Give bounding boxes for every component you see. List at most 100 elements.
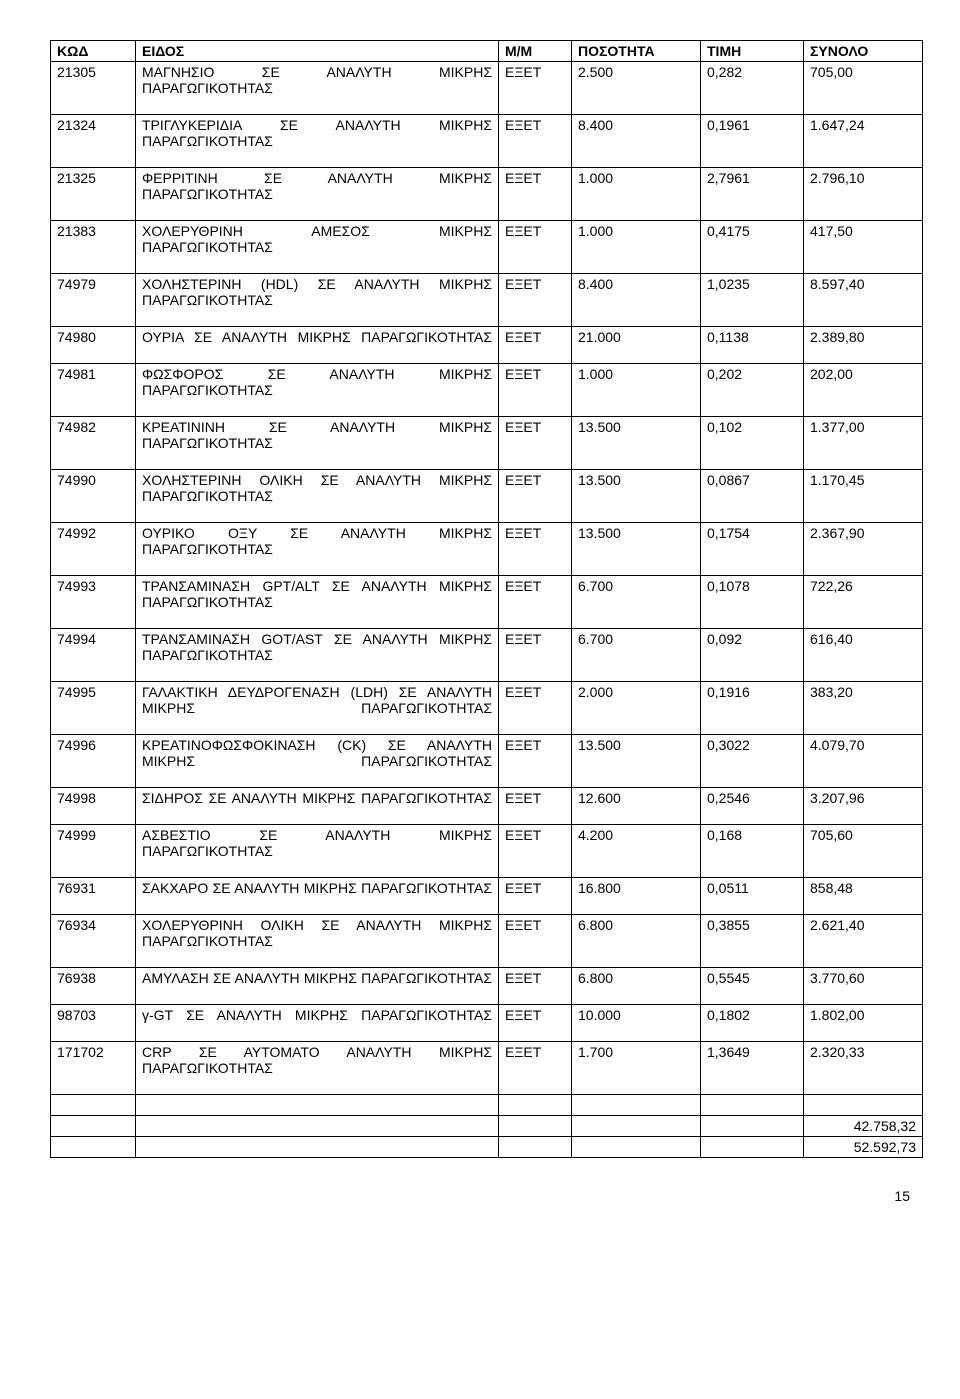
cell-code: 74979 bbox=[51, 274, 136, 327]
cell-qty: 13.500 bbox=[572, 735, 701, 788]
cell-code: 74994 bbox=[51, 629, 136, 682]
cell-qty: 2.000 bbox=[572, 682, 701, 735]
header-price: ΤΙΜΗ bbox=[701, 41, 804, 62]
cell-code: 74998 bbox=[51, 788, 136, 825]
cell-price: 0,1961 bbox=[701, 115, 804, 168]
cell-price: 1,3649 bbox=[701, 1042, 804, 1095]
cell-desc: ΟΥΡΙΚΟ ΟΞΥ ΣΕ ΑΝΑΛΥΤΗ ΜΙΚΡΗΣ ΠΑΡΑΓΩΓΙΚΟΤ… bbox=[136, 523, 499, 576]
cell-desc: ΤΡΙΓΛΥΚΕΡΙΔΙΑ ΣΕ ΑΝΑΛΥΤΗ ΜΙΚΡΗΣ ΠΑΡΑΓΩΓΙ… bbox=[136, 115, 499, 168]
table-row: 74993ΤΡΑΝΣΑΜΙΝΑΣΗ GPT/ALT ΣΕ ΑΝΑΛΥΤΗ ΜΙΚ… bbox=[51, 576, 923, 629]
cell-unit: ΕΞΕΤ bbox=[499, 576, 572, 629]
cell-qty: 8.400 bbox=[572, 274, 701, 327]
cell-code: 74980 bbox=[51, 327, 136, 364]
cell-total: 2.367,90 bbox=[804, 523, 923, 576]
cell-code: 76938 bbox=[51, 968, 136, 1005]
cell-total: 705,00 bbox=[804, 62, 923, 115]
cell-desc: ΓΑΛΑΚΤΙΚΗ ΔΕΥΔΡΟΓΕΝΑΣΗ (LDH) ΣΕ ΑΝΑΛΥΤΗ … bbox=[136, 682, 499, 735]
cell-code: 74992 bbox=[51, 523, 136, 576]
cell-code: 74999 bbox=[51, 825, 136, 878]
header-desc: ΕΙΔΟΣ bbox=[136, 41, 499, 62]
table-row: 74980ΟΥΡΙΑ ΣΕ ΑΝΑΛΥΤΗ ΜΙΚΡΗΣ ΠΑΡΑΓΩΓΙΚΟΤ… bbox=[51, 327, 923, 364]
cell-unit: ΕΞΕΤ bbox=[499, 1005, 572, 1042]
table-row: 21324ΤΡΙΓΛΥΚΕΡΙΔΙΑ ΣΕ ΑΝΑΛΥΤΗ ΜΙΚΡΗΣ ΠΑΡ… bbox=[51, 115, 923, 168]
cell-code: 74990 bbox=[51, 470, 136, 523]
table-row-empty bbox=[51, 1095, 923, 1116]
cell-unit: ΕΞΕΤ bbox=[499, 1042, 572, 1095]
table-row: 74979ΧΟΛΗΣΤΕΡΙΝΗ (HDL) ΣΕ ΑΝΑΛΥΤΗ ΜΙΚΡΗΣ… bbox=[51, 274, 923, 327]
table-row: 74982ΚΡΕΑΤΙΝΙΝΗ ΣΕ ΑΝΑΛΥΤΗ ΜΙΚΡΗΣ ΠΑΡΑΓΩ… bbox=[51, 417, 923, 470]
cell-code: 74981 bbox=[51, 364, 136, 417]
header-unit: Μ/Μ bbox=[499, 41, 572, 62]
table-row: 21325ΦΕΡΡΙΤΙΝΗ ΣΕ ΑΝΑΛΥΤΗ ΜΙΚΡΗΣ ΠΑΡΑΓΩΓ… bbox=[51, 168, 923, 221]
cell-desc: ΣΑΚΧΑΡΟ ΣΕ ΑΝΑΛΥΤΗ ΜΙΚΡΗΣ ΠΑΡΑΓΩΓΙΚΟΤΗΤΑ… bbox=[136, 878, 499, 915]
cell-price: 2,7961 bbox=[701, 168, 804, 221]
cell-total: 2.621,40 bbox=[804, 915, 923, 968]
footer-total: 42.758,32 bbox=[804, 1116, 923, 1137]
cell-unit: ΕΞΕΤ bbox=[499, 327, 572, 364]
header-row: ΚΩΔ ΕΙΔΟΣ Μ/Μ ΠΟΣΟΤΗΤΑ ΤΙΜΗ ΣΥΝΟΛΟ bbox=[51, 41, 923, 62]
cell-total: 1.377,00 bbox=[804, 417, 923, 470]
cell-total: 4.079,70 bbox=[804, 735, 923, 788]
cell-total: 3.207,96 bbox=[804, 788, 923, 825]
cell-total: 705,60 bbox=[804, 825, 923, 878]
cell-price: 0,102 bbox=[701, 417, 804, 470]
cell-qty: 16.800 bbox=[572, 878, 701, 915]
table-row: 21383ΧΟΛΕΡΥΘΡΙΝΗ ΑΜΕΣΟΣ ΜΙΚΡΗΣ ΠΑΡΑΓΩΓΙΚ… bbox=[51, 221, 923, 274]
cell-total: 8.597,40 bbox=[804, 274, 923, 327]
table-row: 76931ΣΑΚΧΑΡΟ ΣΕ ΑΝΑΛΥΤΗ ΜΙΚΡΗΣ ΠΑΡΑΓΩΓΙΚ… bbox=[51, 878, 923, 915]
cell-price: 0,0867 bbox=[701, 470, 804, 523]
cell-code: 98703 bbox=[51, 1005, 136, 1042]
cell-price: 0,202 bbox=[701, 364, 804, 417]
cell-desc: ΤΡΑΝΣΑΜΙΝΑΣΗ GPT/ALT ΣΕ ΑΝΑΛΥΤΗ ΜΙΚΡΗΣ Π… bbox=[136, 576, 499, 629]
cell-total: 3.770,60 bbox=[804, 968, 923, 1005]
cell-qty: 10.000 bbox=[572, 1005, 701, 1042]
cell-price: 0,1754 bbox=[701, 523, 804, 576]
cell-qty: 13.500 bbox=[572, 523, 701, 576]
cell-desc: ΧΟΛΕΡΥΘΡΙΝΗ ΑΜΕΣΟΣ ΜΙΚΡΗΣ ΠΑΡΑΓΩΓΙΚΟΤΗΤΑ… bbox=[136, 221, 499, 274]
cell-unit: ΕΞΕΤ bbox=[499, 825, 572, 878]
cell-desc: ΦΩΣΦΟΡΟΣ ΣΕ ΑΝΑΛΥΤΗ ΜΙΚΡΗΣ ΠΑΡΑΓΩΓΙΚΟΤΗΤ… bbox=[136, 364, 499, 417]
table-row: 74994ΤΡΑΝΣΑΜΙΝΑΣΗ GOT/AST ΣΕ ΑΝΑΛΥΤΗ ΜΙΚ… bbox=[51, 629, 923, 682]
cell-desc: ΧΟΛΗΣΤΕΡΙΝΗ ΟΛΙΚΗ ΣΕ ΑΝΑΛΥΤΗ ΜΙΚΡΗΣ ΠΑΡΑ… bbox=[136, 470, 499, 523]
cell-total: 2.796,10 bbox=[804, 168, 923, 221]
cell-total: 616,40 bbox=[804, 629, 923, 682]
cell-qty: 8.400 bbox=[572, 115, 701, 168]
cell-qty: 13.500 bbox=[572, 417, 701, 470]
cell-price: 0,3855 bbox=[701, 915, 804, 968]
cell-unit: ΕΞΕΤ bbox=[499, 470, 572, 523]
cell-desc: CRP ΣΕ ΑΥΤΟΜΑΤΟ ΑΝΑΛΥΤΗ ΜΙΚΡΗΣ ΠΑΡΑΓΩΓΙΚ… bbox=[136, 1042, 499, 1095]
cell-code: 74996 bbox=[51, 735, 136, 788]
cell-total: 1.647,24 bbox=[804, 115, 923, 168]
cell-desc: ΧΟΛΗΣΤΕΡΙΝΗ (HDL) ΣΕ ΑΝΑΛΥΤΗ ΜΙΚΡΗΣ ΠΑΡΑ… bbox=[136, 274, 499, 327]
cell-unit: ΕΞΕΤ bbox=[499, 274, 572, 327]
cell-desc: ΧΟΛΕΡΥΘΡΙΝΗ ΟΛΙΚΗ ΣΕ ΑΝΑΛΥΤΗ ΜΙΚΡΗΣ ΠΑΡΑ… bbox=[136, 915, 499, 968]
cell-qty: 6.700 bbox=[572, 629, 701, 682]
cell-unit: ΕΞΕΤ bbox=[499, 168, 572, 221]
cell-code: 76934 bbox=[51, 915, 136, 968]
cell-unit: ΕΞΕΤ bbox=[499, 788, 572, 825]
cell-code: 74995 bbox=[51, 682, 136, 735]
table-row: 76938ΑΜΥΛΑΣΗ ΣΕ ΑΝΑΛΥΤΗ ΜΙΚΡΗΣ ΠΑΡΑΓΩΓΙΚ… bbox=[51, 968, 923, 1005]
cell-code: 74993 bbox=[51, 576, 136, 629]
cell-price: 0,1138 bbox=[701, 327, 804, 364]
cell-code: 76931 bbox=[51, 878, 136, 915]
cell-price: 0,3022 bbox=[701, 735, 804, 788]
cell-unit: ΕΞΕΤ bbox=[499, 417, 572, 470]
cell-unit: ΕΞΕΤ bbox=[499, 968, 572, 1005]
cell-unit: ΕΞΕΤ bbox=[499, 629, 572, 682]
data-table: ΚΩΔ ΕΙΔΟΣ Μ/Μ ΠΟΣΟΤΗΤΑ ΤΙΜΗ ΣΥΝΟΛΟ 21305… bbox=[50, 40, 923, 1158]
cell-total: 2.389,80 bbox=[804, 327, 923, 364]
cell-desc: ΚΡΕΑΤΙΝΙΝΗ ΣΕ ΑΝΑΛΥΤΗ ΜΙΚΡΗΣ ΠΑΡΑΓΩΓΙΚΟΤ… bbox=[136, 417, 499, 470]
cell-price: 0,2546 bbox=[701, 788, 804, 825]
cell-price: 0,282 bbox=[701, 62, 804, 115]
cell-desc: ΑΜΥΛΑΣΗ ΣΕ ΑΝΑΛΥΤΗ ΜΙΚΡΗΣ ΠΑΡΑΓΩΓΙΚΟΤΗΤΑ… bbox=[136, 968, 499, 1005]
header-code: ΚΩΔ bbox=[51, 41, 136, 62]
header-qty: ΠΟΣΟΤΗΤΑ bbox=[572, 41, 701, 62]
cell-total: 858,48 bbox=[804, 878, 923, 915]
cell-unit: ΕΞΕΤ bbox=[499, 115, 572, 168]
table-row: 74992ΟΥΡΙΚΟ ΟΞΥ ΣΕ ΑΝΑΛΥΤΗ ΜΙΚΡΗΣ ΠΑΡΑΓΩ… bbox=[51, 523, 923, 576]
cell-qty: 6.800 bbox=[572, 915, 701, 968]
cell-qty: 4.200 bbox=[572, 825, 701, 878]
cell-price: 0,0511 bbox=[701, 878, 804, 915]
cell-qty: 12.600 bbox=[572, 788, 701, 825]
